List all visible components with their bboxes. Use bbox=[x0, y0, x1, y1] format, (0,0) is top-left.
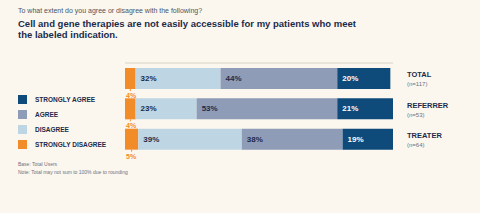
html-text:STRONGLY AGREE: STRONGLY AGREE bbox=[35, 96, 96, 103]
html-text:AGREE: AGREE bbox=[35, 111, 59, 118]
svg-text:19%: 19% bbox=[348, 135, 364, 144]
svg-text:(n=53): (n=53) bbox=[407, 112, 425, 118]
svg-text:4%: 4% bbox=[126, 92, 137, 99]
svg-text:38%: 38% bbox=[247, 135, 263, 144]
html-text:STRONGLY DISAGREE: STRONGLY DISAGREE bbox=[35, 141, 107, 148]
svg-text:39%: 39% bbox=[143, 135, 159, 144]
svg-text:4%: 4% bbox=[126, 122, 137, 129]
svg-text:(n=64): (n=64) bbox=[407, 142, 425, 148]
svg-text:53%: 53% bbox=[202, 104, 218, 113]
html-text:To what extent do you agree or: To what extent do you agree or disagree … bbox=[18, 7, 203, 14]
html-text:Cell and gene therapies are no: Cell and gene therapies are not easily a… bbox=[18, 18, 356, 40]
svg-text:REFERRER: REFERRER bbox=[407, 101, 449, 110]
html-text:Base: Total Users: Base: Total Users bbox=[18, 161, 58, 167]
svg-text:32%: 32% bbox=[141, 74, 157, 83]
html-text:Note: Total may not sum to 100: Note: Total may not sum to 100% due to r… bbox=[18, 169, 128, 175]
svg-text:21%: 21% bbox=[342, 104, 358, 113]
svg-text:44%: 44% bbox=[226, 74, 242, 83]
html-text:DISAGREE: DISAGREE bbox=[35, 126, 69, 133]
svg-text:23%: 23% bbox=[141, 104, 157, 113]
svg-text:(n=117): (n=117) bbox=[407, 81, 427, 87]
svg-text:TREATER: TREATER bbox=[407, 131, 442, 140]
svg-text:5%: 5% bbox=[126, 153, 137, 160]
svg-text:20%: 20% bbox=[342, 74, 358, 83]
svg-text:TOTAL: TOTAL bbox=[407, 70, 432, 79]
